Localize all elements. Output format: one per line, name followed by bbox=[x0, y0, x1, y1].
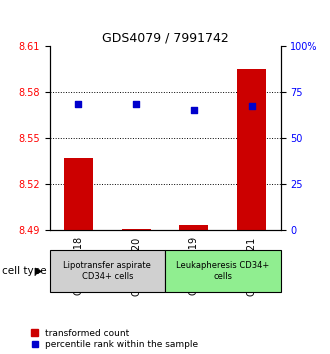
Point bbox=[191, 108, 197, 113]
Text: cell type: cell type bbox=[2, 266, 46, 276]
Text: Leukapheresis CD34+
cells: Leukapheresis CD34+ cells bbox=[176, 261, 269, 280]
Legend: transformed count, percentile rank within the sample: transformed count, percentile rank withi… bbox=[31, 329, 198, 349]
Bar bbox=[237, 69, 266, 230]
Bar bbox=[165, 250, 280, 292]
Bar bbox=[64, 158, 93, 230]
Text: ▶: ▶ bbox=[35, 266, 42, 276]
Point bbox=[76, 102, 81, 107]
Point bbox=[133, 102, 139, 107]
Title: GDS4079 / 7991742: GDS4079 / 7991742 bbox=[102, 32, 228, 45]
Text: Lipotransfer aspirate
CD34+ cells: Lipotransfer aspirate CD34+ cells bbox=[63, 261, 151, 280]
Bar bbox=[180, 225, 208, 230]
Bar bbox=[50, 250, 165, 292]
Point bbox=[249, 103, 254, 109]
Bar bbox=[122, 229, 150, 230]
